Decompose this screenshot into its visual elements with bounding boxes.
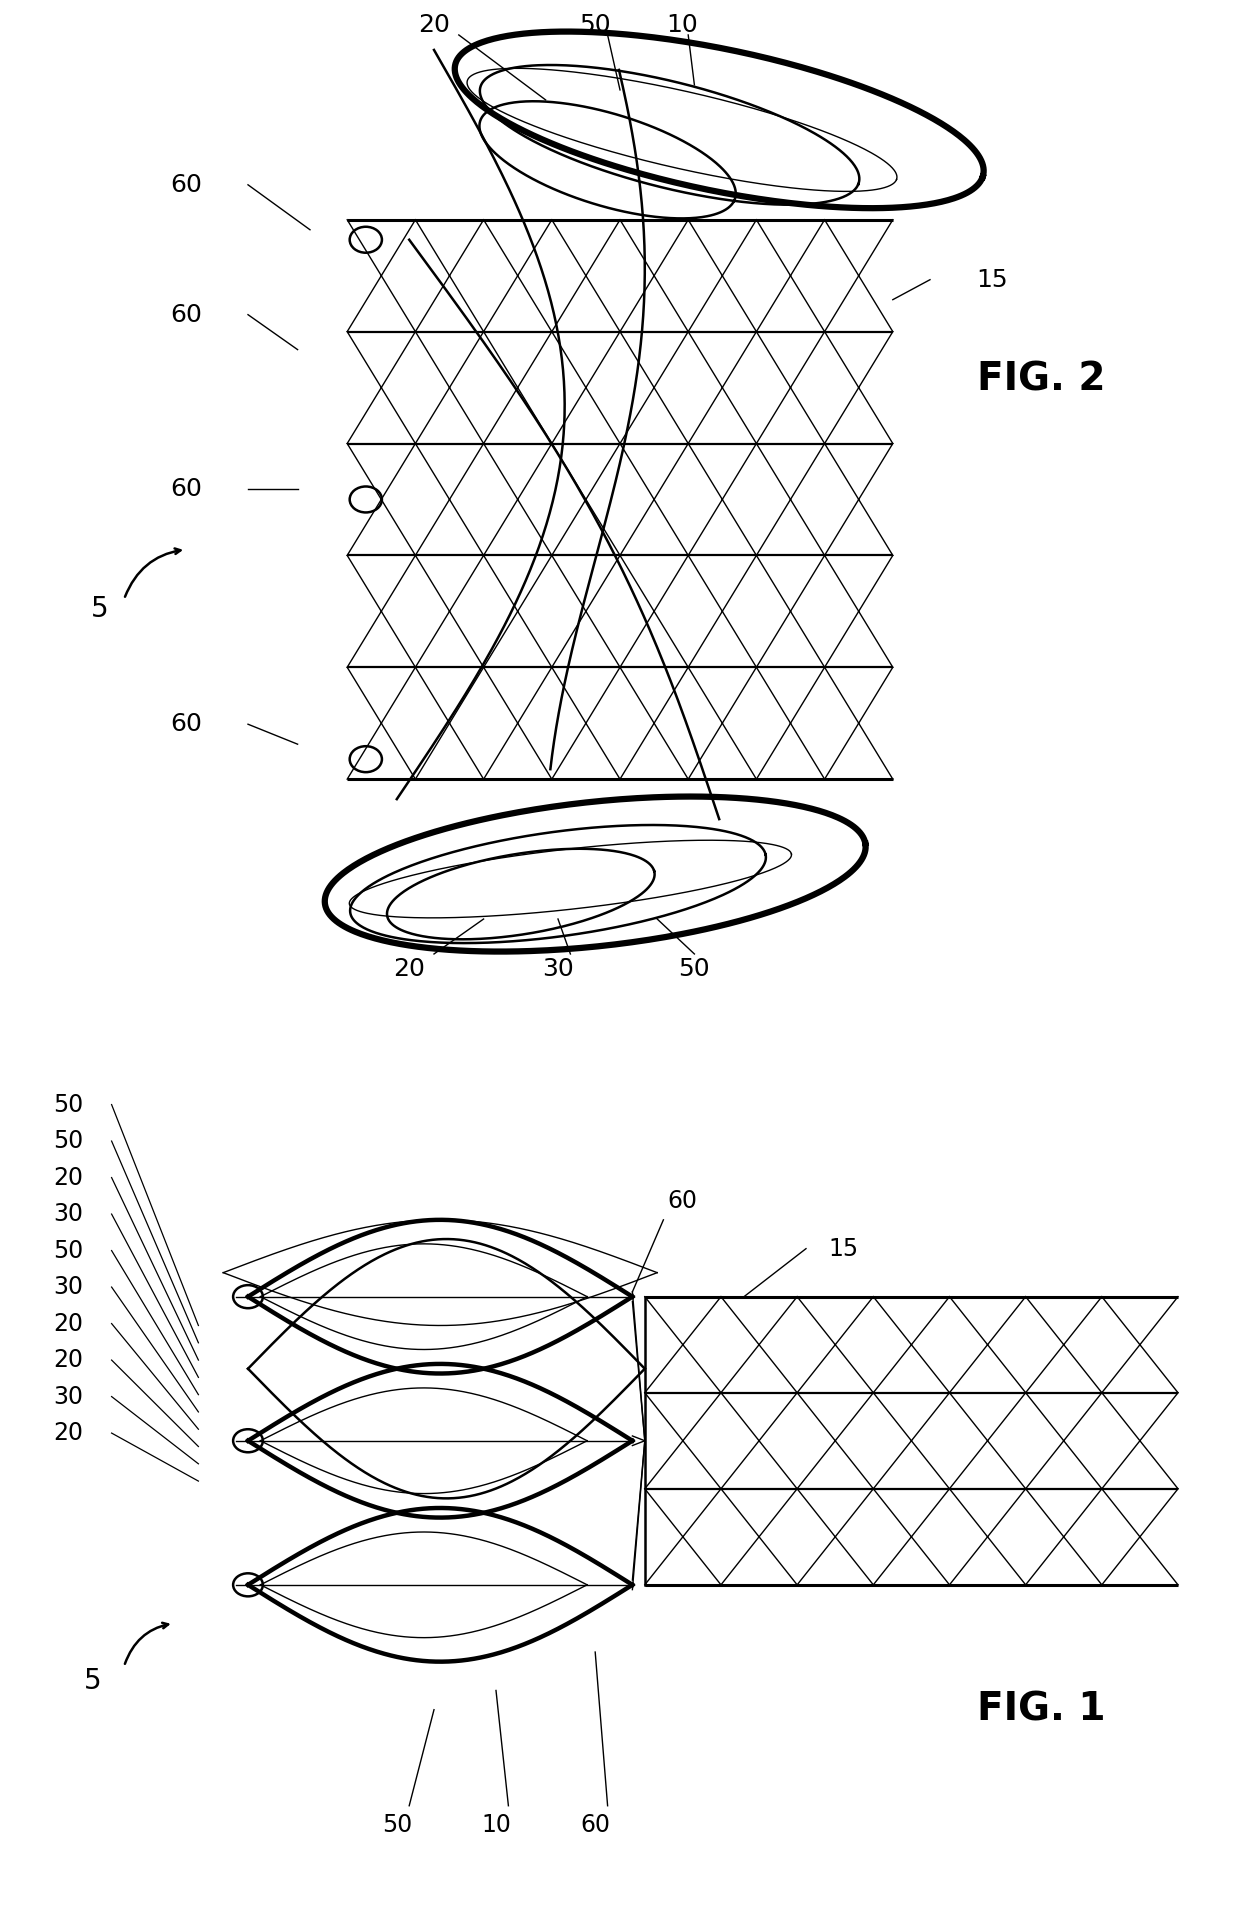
Text: 20: 20: [53, 1312, 83, 1335]
Text: 30: 30: [53, 1276, 83, 1299]
Text: 60: 60: [667, 1189, 697, 1212]
Text: 30: 30: [542, 957, 574, 982]
Text: 50: 50: [53, 1130, 83, 1153]
Text: 15: 15: [828, 1237, 858, 1260]
Text: 15: 15: [976, 267, 1008, 292]
Text: 60: 60: [170, 173, 202, 196]
Text: 5: 5: [91, 596, 108, 622]
Text: 20: 20: [53, 1166, 83, 1189]
Text: 50: 50: [678, 957, 711, 982]
Text: 10: 10: [666, 13, 698, 36]
Text: 60: 60: [580, 1813, 610, 1836]
Text: FIG. 1: FIG. 1: [977, 1690, 1106, 1729]
Text: 30: 30: [53, 1385, 83, 1408]
Text: 50: 50: [382, 1813, 412, 1836]
Text: 30: 30: [53, 1203, 83, 1226]
Text: 50: 50: [53, 1093, 83, 1116]
Text: 50: 50: [579, 13, 611, 36]
Text: 50: 50: [53, 1239, 83, 1262]
Text: FIG. 2: FIG. 2: [977, 361, 1106, 398]
Text: 60: 60: [170, 478, 202, 501]
Text: 5: 5: [84, 1667, 102, 1694]
Text: 60: 60: [170, 713, 202, 736]
Text: 60: 60: [170, 304, 202, 327]
Text: 20: 20: [53, 1422, 83, 1445]
Text: 20: 20: [53, 1349, 83, 1372]
Text: 20: 20: [418, 13, 450, 36]
Text: 20: 20: [393, 957, 425, 982]
Text: 10: 10: [481, 1813, 511, 1836]
